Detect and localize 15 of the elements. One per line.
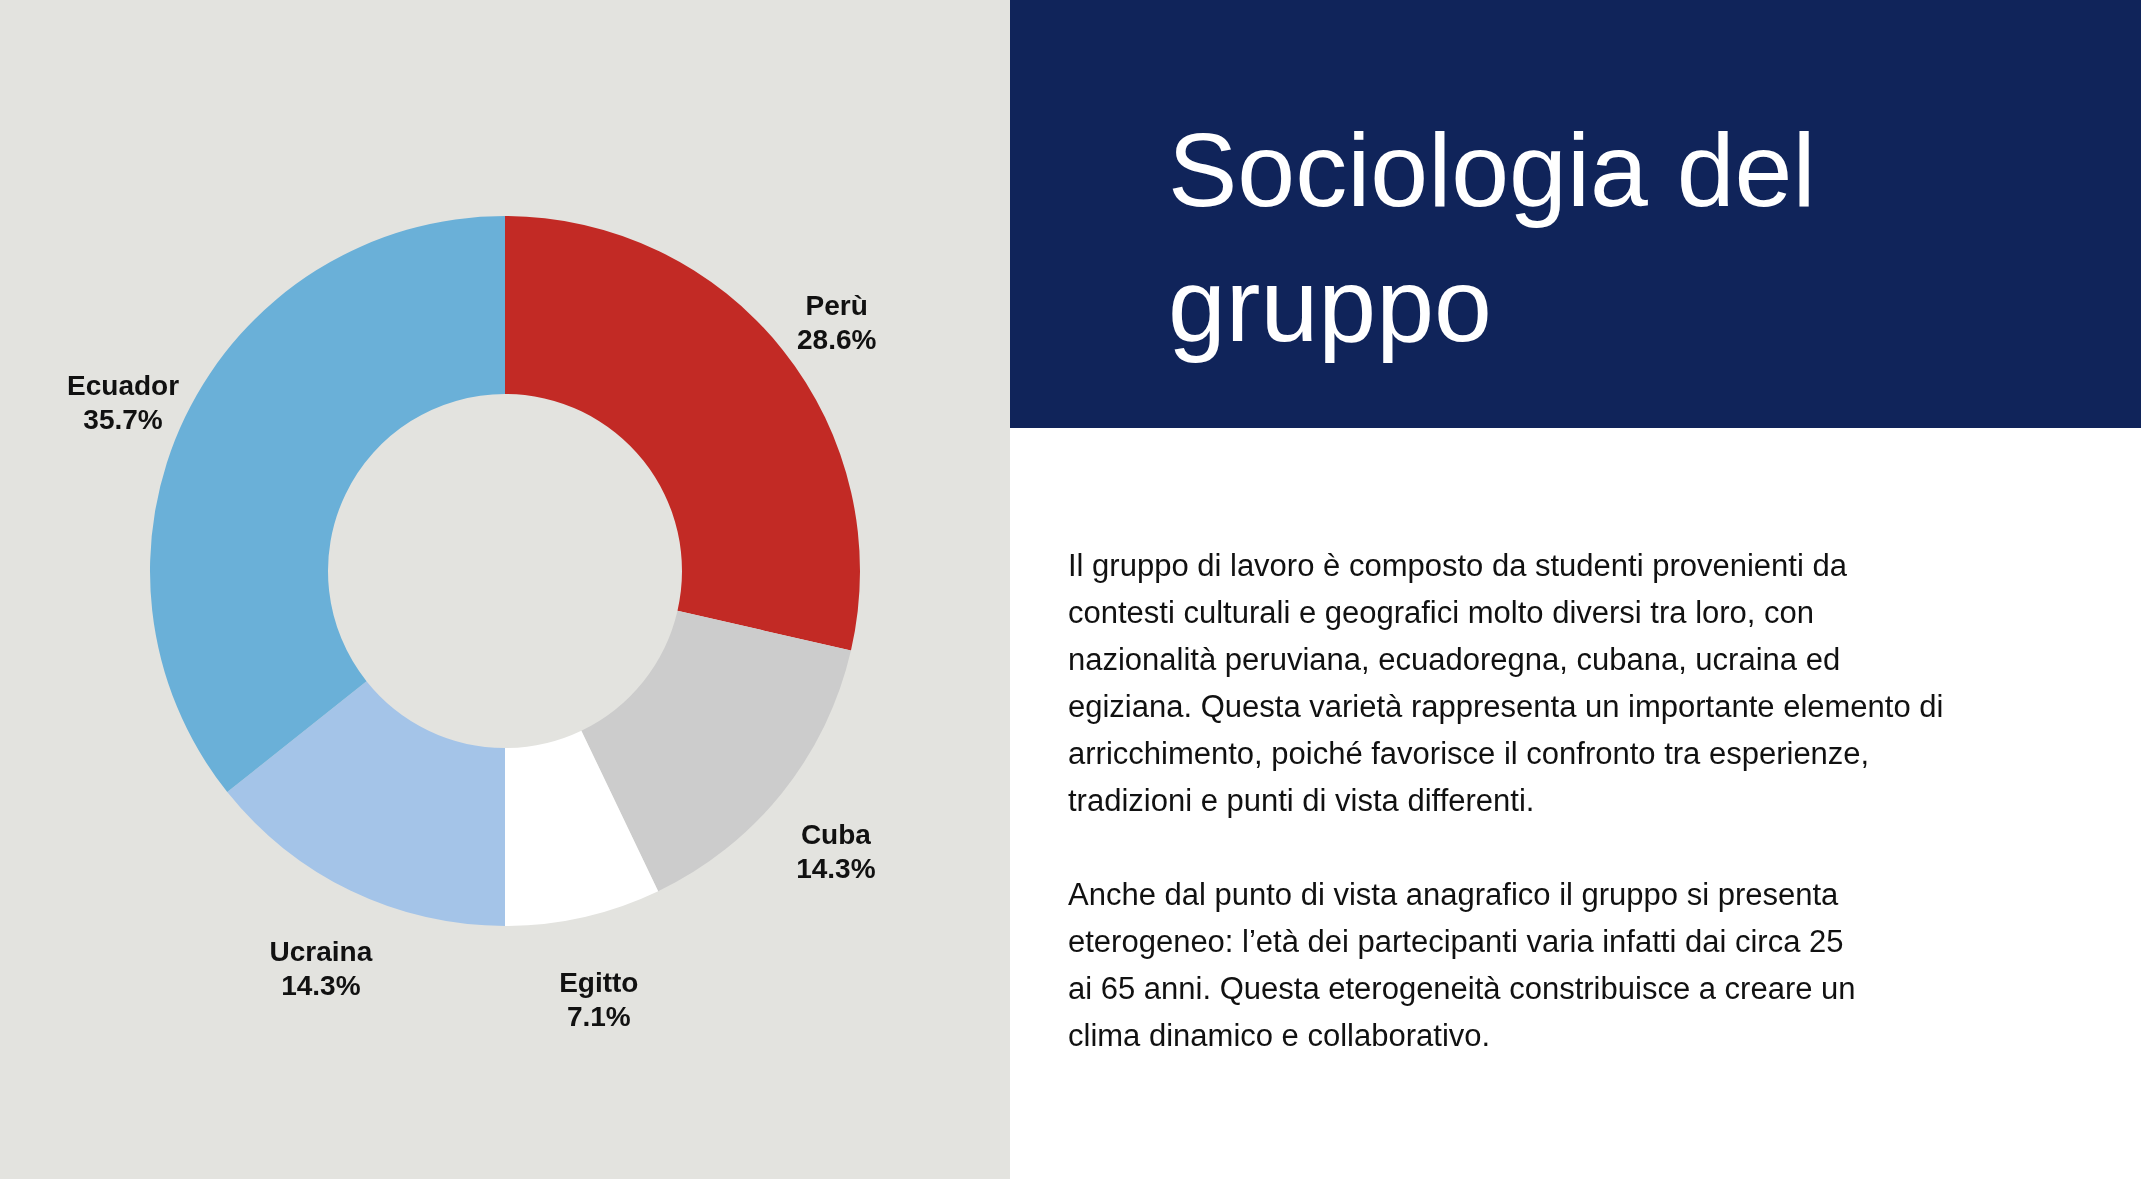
slice-label: Cuba <box>800 819 872 851</box>
slice-label: Ecuador <box>67 369 180 401</box>
data-label: 14.3% <box>796 853 876 885</box>
data-label: 35.7% <box>83 403 163 435</box>
donut-slice <box>505 730 659 926</box>
slice-label: Perù <box>805 289 868 321</box>
donut-slice <box>227 681 505 926</box>
text: Anche dal punto di vista anagrafico il gruppo si presenta eterogeneo: l’età dei partecipanti varia infatti dai circa 25 ai 65 anni. Questa eterogeneità constribuisce a creare un clima dinamico e collaborativo. <box>1068 877 1856 1053</box>
slice-label: Egitto <box>559 967 639 999</box>
slice-label: Ucraina <box>269 935 373 967</box>
text: Il gruppo di lavoro è composto da studenti provenienti da contesti culturali e geografici molto diversi tra loro, con nazionalità peruviana, ecuadoregna, cubana, ucraina ed egiziana. Questa varietà rappresenta un importante elemento di arricchimento, poiché favorisce il confronto tra esperienze, tradizioni e punti di vista differenti. <box>1068 548 1944 818</box>
data-label: 7.1% <box>566 1001 631 1033</box>
text: Sociologia del gruppo <box>1168 112 1816 363</box>
data-label: 14.3% <box>281 969 361 1001</box>
data-label: 28.6% <box>797 323 877 355</box>
